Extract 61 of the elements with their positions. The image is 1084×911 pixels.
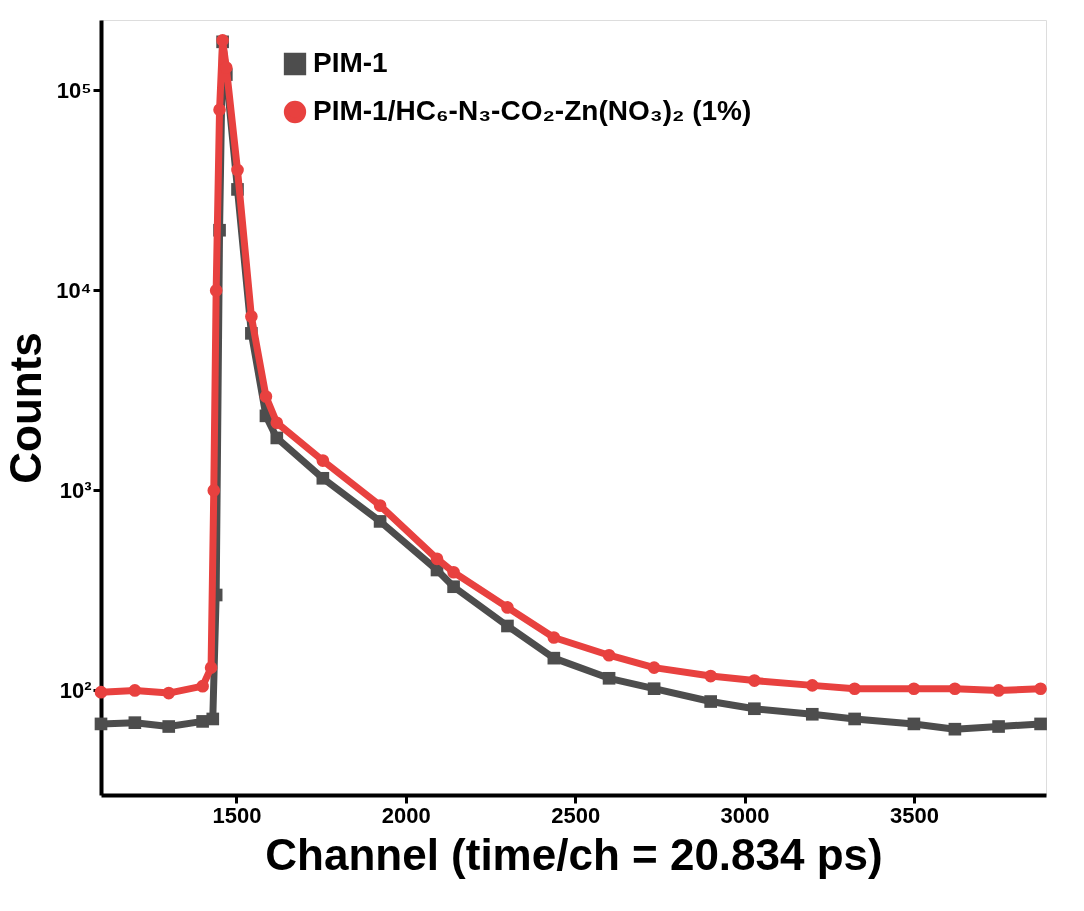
point [992,684,1005,697]
point [162,686,176,700]
point [647,661,661,674]
point [213,103,226,117]
point [907,717,921,731]
point [748,674,761,687]
point [647,682,661,696]
point [447,565,460,579]
point [748,702,761,716]
point [231,163,244,177]
point [805,679,819,692]
point [1034,682,1047,696]
y-axis-title: Counts [1,332,51,484]
point [270,416,284,430]
point [430,552,444,566]
point [270,431,284,445]
point [373,499,387,512]
point [196,679,209,693]
point [209,284,223,297]
point [907,682,921,696]
point [704,669,717,683]
point [948,722,962,736]
point [94,717,108,731]
point [206,712,220,726]
point [848,712,861,726]
legend-label: PIM-1/HC₆-N₃-CO₂-Zn(NO₃)₂ (1%) [313,95,752,126]
point [162,720,176,733]
point [447,580,460,594]
point [848,682,861,696]
y-tick-label: 10⁴ [56,277,92,303]
point [805,707,819,721]
point [373,515,387,528]
point [94,685,108,699]
point [501,619,514,633]
y-tick-label: 10³ [59,477,92,503]
point [259,390,273,403]
point [547,651,561,665]
point [704,695,717,708]
point [602,648,616,662]
point [948,682,962,696]
point [547,631,561,644]
x-axis-title: Channel (time/ch = 20.834 ps) [265,829,883,879]
x-tick-label: 2000 [381,802,431,828]
x-tick-label: 3000 [720,802,770,828]
y-tick-label: 10⁵ [56,77,92,103]
point [316,454,330,467]
x-tick-label: 3500 [889,802,939,828]
x-tick-label: 2500 [551,802,601,828]
point [204,661,218,674]
y-tick-label: 10² [59,677,92,703]
legend-label: PIM-1 [313,47,388,78]
point [245,310,258,323]
point [992,720,1005,733]
point [128,716,142,729]
point [316,471,330,485]
point [128,684,142,697]
point [1034,717,1047,731]
point [602,671,616,685]
point [207,484,221,497]
x-tick-label: 1500 [212,802,262,828]
point [501,601,514,614]
